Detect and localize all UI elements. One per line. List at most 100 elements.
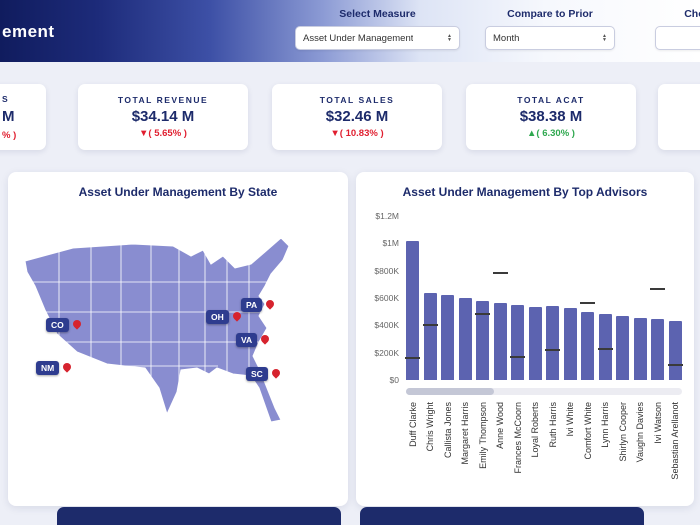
us-map[interactable] — [13, 216, 343, 456]
reference-marker — [475, 313, 491, 316]
control-label-compare-to-prior: Compare to Prior — [507, 8, 593, 20]
bar-ruth-harris[interactable] — [546, 305, 560, 380]
x-label-emily-thompson: Emily Thompson — [476, 402, 489, 502]
header-controls: Select Measure Asset Under Management ▲ ▼ Co… — [295, 8, 700, 50]
dropdown-select-measure[interactable]: Asset Under Management ▲ ▼ — [295, 26, 460, 50]
y-tick-1-2m: $1.2M — [375, 211, 399, 221]
chart-horizontal-scrollbar[interactable] — [406, 388, 682, 395]
advisor-name: Anne Wood — [495, 402, 506, 449]
reference-marker — [597, 347, 613, 350]
kpi-label: TOTAL SALES — [319, 95, 395, 105]
chart-panel-title: Asset Under Management By Top Advisors — [402, 185, 648, 199]
state-tag-nm[interactable]: NM — [36, 361, 73, 375]
y-tick-200k: $200K — [374, 347, 399, 358]
x-label-comfort-white: Comfort White — [581, 402, 594, 502]
bar-chris-wright[interactable] — [423, 292, 437, 380]
reference-marker — [667, 363, 683, 366]
bar-chart: $1.2M $1M $800K $600K $400K $200K $0 Duff Clar… — [366, 211, 684, 502]
next-panel-header-right — [360, 507, 644, 525]
x-label-ruth-harris: Ruth Harris — [546, 402, 559, 502]
state-abbr-label: CO — [46, 318, 69, 332]
state-abbr-label: SC — [246, 367, 268, 381]
bar-margaret-harris[interactable] — [458, 298, 472, 380]
bar-sebastian-arellanot[interactable] — [668, 320, 682, 380]
x-label-margaret-harris: Margaret Harris — [459, 402, 472, 502]
advisor-name: Sebastian Arellanot — [670, 402, 681, 480]
bar-duff-clarke[interactable] — [406, 240, 419, 380]
advisor-name: Callista Jones — [442, 402, 453, 459]
bar-frances-mccoorn[interactable] — [511, 304, 525, 380]
reference-marker — [650, 288, 666, 291]
y-tick-400k: $400K — [374, 320, 399, 331]
bar-emily-thompson[interactable] — [476, 300, 490, 380]
state-tag-co[interactable]: CO — [46, 318, 83, 332]
kpi-value: $34.14 M — [131, 108, 195, 125]
x-label-duff-clarke: Duff Clarke — [406, 402, 419, 502]
bar-column-shirlyn-cooper — [616, 216, 630, 380]
us-map-container[interactable]: CO NM OH PA VA SC — [13, 208, 343, 498]
kpi-value: $32.46 M — [325, 108, 389, 125]
kpi-value-fragment: M — [2, 108, 15, 125]
kpi-change: ▼( 10.83% ) — [330, 128, 384, 139]
advisor-name: Duff Clarke — [407, 402, 418, 447]
y-axis: $1.2M $1M $800K $600K $400K $200K $0 — [366, 211, 402, 385]
bar-ivi-white[interactable] — [563, 308, 577, 380]
bar-column-emily-thompson — [475, 216, 491, 380]
next-panel-header-left — [57, 507, 341, 525]
state-abbr-label: NM — [36, 361, 60, 375]
bar-callista-jones[interactable] — [441, 295, 455, 380]
state-tag-sc[interactable]: SC — [246, 367, 282, 381]
state-tag-va[interactable]: VA — [236, 333, 271, 347]
kpi-card-partial-right — [658, 84, 700, 150]
kpi-card-total-acat: TOTAL ACAT $38.38 M ▲( 6.30% ) — [466, 84, 636, 150]
bar-shirlyn-cooper[interactable] — [616, 316, 630, 380]
dropdown-compare-to-prior[interactable]: Month ▲ ▼ — [485, 26, 615, 50]
advisor-name: Ruth Harris — [547, 402, 558, 448]
reference-marker — [545, 348, 561, 351]
control-group-select-measure: Select Measure Asset Under Management ▲ ▼ — [295, 8, 460, 50]
bars-plot — [405, 216, 683, 380]
kpi-change-fragment: % ) — [2, 130, 17, 141]
arrow-down-icon: ▼ — [139, 128, 149, 139]
control-label-choose-mo: Choose Mo — [684, 8, 700, 20]
state-tag-pa[interactable]: PA — [241, 298, 276, 312]
kpi-change: ▲( 6.30% ) — [527, 128, 575, 139]
kpi-label-fragment: S — [2, 94, 10, 104]
bar-vaughn-davies[interactable] — [633, 317, 647, 380]
y-tick-1m: $1M — [382, 238, 399, 249]
dropdown-choose-mo[interactable]: ▲▼ — [655, 26, 700, 50]
kpi-change: ▼( 5.65% ) — [139, 128, 187, 139]
bar-loyal-roberts[interactable] — [528, 306, 542, 380]
reference-marker — [580, 302, 596, 305]
reference-marker — [492, 272, 508, 275]
chevron-up-down-icon: ▲ ▼ — [447, 33, 452, 43]
bar-column-vaughn-davies — [633, 216, 647, 380]
map-panel-title: Asset Under Management By State — [78, 185, 278, 199]
map-panel: Asset Under Management By State CO NM OH PA… — [8, 172, 348, 506]
advisor-name: Frances McCoorn — [512, 402, 523, 474]
bar-column-frances-mccoorn — [510, 216, 526, 380]
x-label-shirlyn-cooper: Shirlyn Cooper — [616, 402, 629, 502]
kpi-label: TOTAL ACAT — [517, 95, 585, 105]
bar-column-duff-clarke — [405, 216, 420, 380]
chart-horizontal-scrollbar-thumb[interactable] — [406, 388, 494, 395]
advisor-name: Shirlyn Cooper — [617, 402, 628, 462]
state-tag-oh[interactable]: OH — [206, 310, 243, 324]
reference-marker — [422, 324, 438, 327]
map-pin-icon — [71, 318, 83, 330]
bar-anne-wood[interactable] — [493, 302, 507, 380]
bar-column-anne-wood — [492, 216, 508, 380]
bar-column-chris-wright — [422, 216, 438, 380]
x-label-ivi-white: Ivi White — [564, 402, 577, 502]
bar-lynn-harris[interactable] — [598, 314, 612, 380]
advisor-name: Vaughn Davies — [635, 402, 646, 463]
bar-ivi-watson[interactable] — [651, 319, 665, 380]
header-bar: ement Select Measure Asset Under Manageme… — [0, 0, 700, 62]
map-pin-icon — [264, 298, 276, 310]
bar-comfort-white[interactable] — [581, 311, 595, 380]
bar-column-callista-jones — [441, 216, 455, 380]
x-label-anne-wood: Anne Wood — [494, 402, 507, 502]
kpi-card-total-revenue: TOTAL REVENUE $34.14 M ▼( 5.65% ) — [78, 84, 248, 150]
chevron-up-down-icon: ▲ ▼ — [602, 33, 607, 43]
